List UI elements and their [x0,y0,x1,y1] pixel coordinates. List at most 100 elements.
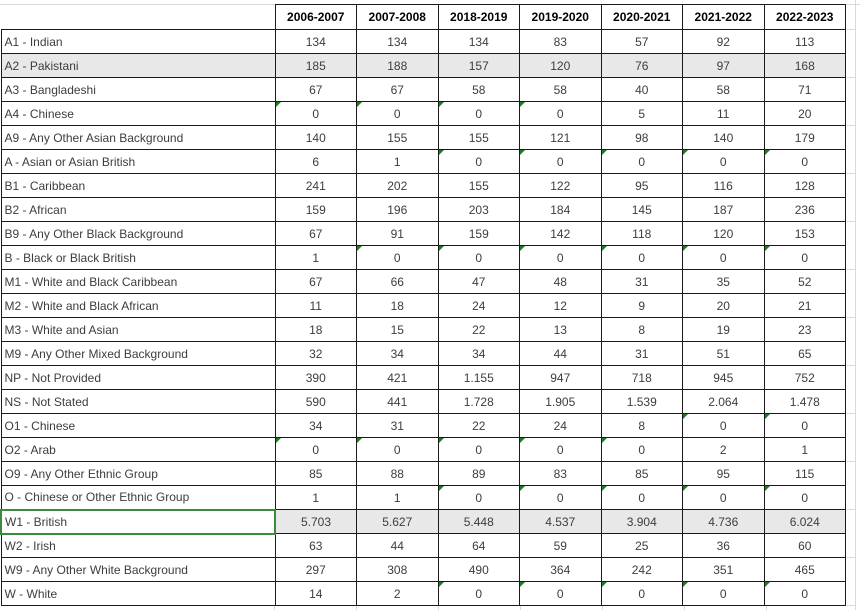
value-cell[interactable]: 85 [600,461,683,486]
row-label-cell[interactable]: O9 - Any Other Ethnic Group [0,461,276,486]
value-cell[interactable]: 58 [682,77,765,102]
value-cell[interactable]: 168 [763,53,846,78]
value-cell[interactable]: 113 [763,29,846,54]
value-cell[interactable]: 188 [356,53,439,78]
row-label-cell[interactable]: O - Chinese or Other Ethnic Group [0,485,276,510]
value-cell[interactable]: 11 [682,101,765,126]
value-cell[interactable]: 31 [356,413,439,438]
value-cell[interactable]: 134 [437,29,520,54]
value-cell[interactable]: 92 [682,29,765,54]
value-cell[interactable]: 0 [519,245,602,270]
value-cell[interactable]: 120 [519,53,602,78]
value-cell[interactable]: 6 [274,149,357,174]
value-cell[interactable]: 202 [356,173,439,198]
value-cell[interactable]: 236 [763,197,846,222]
value-cell[interactable]: 185 [274,53,357,78]
value-cell[interactable]: 19 [682,317,765,342]
value-cell[interactable]: 0 [356,437,439,462]
value-cell[interactable]: 58 [437,77,520,102]
value-cell[interactable]: 179 [763,125,846,150]
value-cell[interactable]: 36 [682,533,765,558]
row-label-cell[interactable]: NP - Not Provided [0,365,276,390]
value-cell[interactable]: 67 [356,77,439,102]
row-label-cell[interactable]: M9 - Any Other Mixed Background [0,341,276,366]
value-cell[interactable]: 0 [763,581,846,606]
value-cell[interactable]: 8 [600,317,683,342]
value-cell[interactable]: 23 [763,317,846,342]
value-cell[interactable]: 85 [274,461,357,486]
value-cell[interactable]: 0 [437,485,520,510]
value-cell[interactable]: 21 [763,293,846,318]
value-cell[interactable]: 97 [682,53,765,78]
value-cell[interactable]: 0 [437,437,520,462]
value-cell[interactable]: 140 [682,125,765,150]
year-header-cell[interactable]: 2019-2020 [519,4,602,30]
row-label-cell[interactable]: B - Black or Black British [0,245,276,270]
value-cell[interactable]: 0 [763,245,846,270]
value-cell[interactable]: 421 [356,365,439,390]
value-cell[interactable]: 718 [600,365,683,390]
row-label-cell[interactable]: B9 - Any Other Black Background [0,221,276,246]
value-cell[interactable]: 64 [437,533,520,558]
value-cell[interactable]: 66 [356,269,439,294]
value-cell[interactable]: 1.478 [763,389,846,414]
value-cell[interactable]: 35 [682,269,765,294]
value-cell[interactable]: 11 [274,293,357,318]
row-label-cell[interactable]: B1 - Caribbean [0,173,276,198]
value-cell[interactable]: 351 [682,557,765,582]
value-cell[interactable]: 0 [600,485,683,510]
value-cell[interactable]: 8 [600,413,683,438]
value-cell[interactable]: 1.155 [437,365,520,390]
value-cell[interactable]: 40 [600,77,683,102]
year-header-cell[interactable]: 2022-2023 [763,4,846,30]
value-cell[interactable]: 0 [356,101,439,126]
value-cell[interactable]: 203 [437,197,520,222]
year-header-cell[interactable]: 2020-2021 [600,4,683,30]
value-cell[interactable]: 184 [519,197,602,222]
value-cell[interactable]: 0 [519,101,602,126]
value-cell[interactable]: 1 [356,149,439,174]
value-cell[interactable]: 0 [274,101,357,126]
value-cell[interactable]: 60 [763,533,846,558]
value-cell[interactable]: 20 [682,293,765,318]
value-cell[interactable]: 490 [437,557,520,582]
value-cell[interactable]: 98 [600,125,683,150]
value-cell[interactable]: 145 [600,197,683,222]
value-cell[interactable]: 9 [600,293,683,318]
row-label-cell[interactable]: A2 - Pakistani [0,53,276,78]
value-cell[interactable]: 67 [274,269,357,294]
value-cell[interactable]: 1 [763,437,846,462]
value-cell[interactable]: 0 [519,581,602,606]
value-cell[interactable]: 0 [682,581,765,606]
value-cell[interactable]: 0 [437,245,520,270]
value-cell[interactable]: 59 [519,533,602,558]
value-cell[interactable]: 590 [274,389,357,414]
value-cell[interactable]: 1.539 [600,389,683,414]
value-cell[interactable]: 63 [274,533,357,558]
value-cell[interactable]: 0 [519,149,602,174]
value-cell[interactable]: 22 [437,317,520,342]
row-label-cell[interactable]: W9 - Any Other White Background [0,557,276,582]
value-cell[interactable]: 0 [437,581,520,606]
value-cell[interactable]: 155 [356,125,439,150]
value-cell[interactable]: 2 [356,581,439,606]
value-cell[interactable]: 48 [519,269,602,294]
value-cell[interactable]: 76 [600,53,683,78]
value-cell[interactable]: 441 [356,389,439,414]
value-cell[interactable]: 115 [763,461,846,486]
value-cell[interactable]: 0 [763,413,846,438]
row-label-cell[interactable]: A9 - Any Other Asian Background [0,125,276,150]
value-cell[interactable]: 83 [519,29,602,54]
value-cell[interactable]: 0 [274,437,357,462]
value-cell[interactable]: 121 [519,125,602,150]
value-cell[interactable]: 1 [274,485,357,510]
value-cell[interactable]: 0 [600,245,683,270]
value-cell[interactable]: 67 [274,77,357,102]
value-cell[interactable]: 134 [274,29,357,54]
value-cell[interactable]: 95 [600,173,683,198]
value-cell[interactable]: 1 [356,485,439,510]
value-cell[interactable]: 1.905 [519,389,602,414]
row-label-cell[interactable]: O2 - Arab [0,437,276,462]
value-cell[interactable]: 44 [356,533,439,558]
value-cell[interactable]: 0 [682,149,765,174]
